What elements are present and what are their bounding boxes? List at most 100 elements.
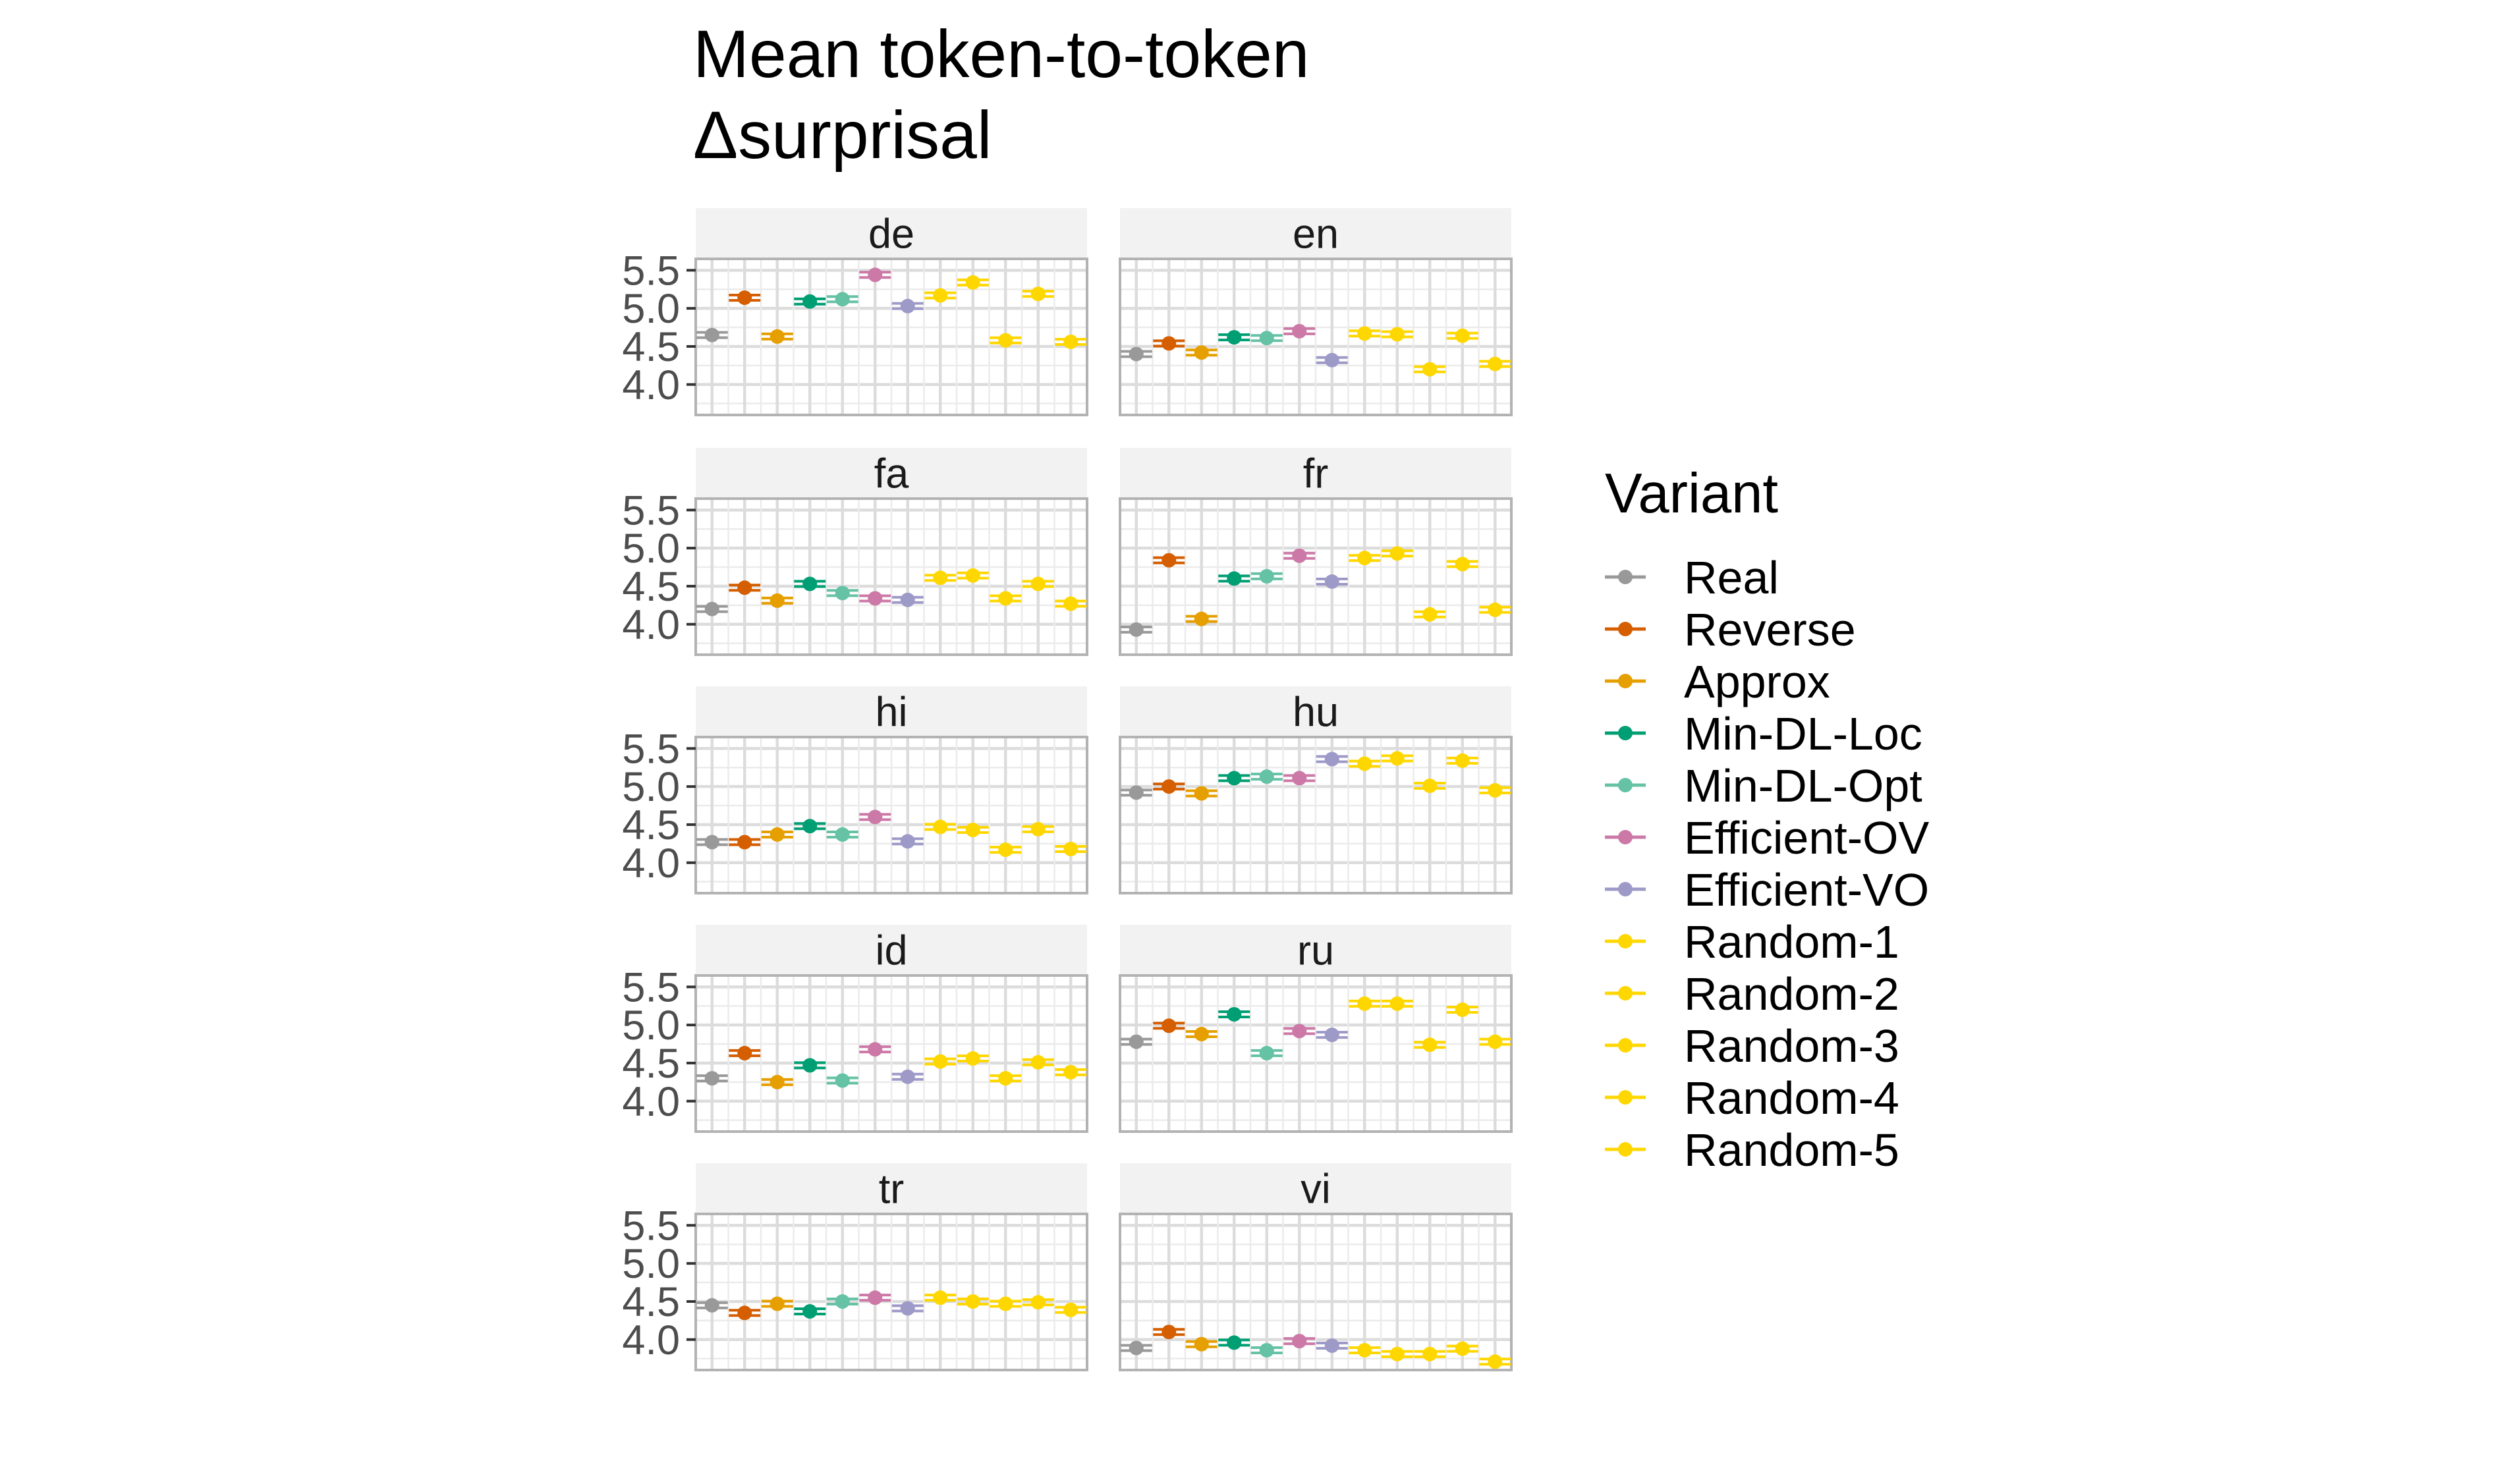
data-point-de-Min-DL-Loc <box>794 294 826 309</box>
panel-strip <box>1120 208 1511 259</box>
panel-strip-label: fa <box>874 451 910 497</box>
data-point-hu-Random-4 <box>1446 753 1478 768</box>
data-point-vi-Random-5 <box>1479 1354 1511 1369</box>
y-tick-label: 5.0 <box>622 1241 680 1287</box>
data-point-en-Reverse <box>1153 336 1185 351</box>
y-tick-label: 4.0 <box>622 1079 680 1125</box>
data-point-vi-Random-3 <box>1414 1346 1446 1361</box>
y-tick-label: 5.0 <box>622 526 680 572</box>
panel-strip-label: hi <box>875 690 907 736</box>
data-point-ru-Random-1 <box>1349 996 1381 1011</box>
data-point-en-Min-DL-Opt <box>1250 331 1283 346</box>
data-point-id-Efficient-VO <box>891 1069 924 1084</box>
y-tick-label: 4.5 <box>622 1041 680 1087</box>
data-point-fr-Approx <box>1185 611 1218 626</box>
data-point-hu-Efficient-VO <box>1316 752 1348 767</box>
data-point-id-Random-3 <box>990 1071 1022 1086</box>
legend-key-point <box>1618 986 1633 1001</box>
data-point-id-Random-5 <box>1055 1064 1087 1080</box>
data-point-fr-Min-DL-Opt <box>1250 568 1283 584</box>
data-point-fa-Real <box>696 601 728 617</box>
y-tick-label: 4.5 <box>622 1279 680 1325</box>
legend-label: Min-DL-Loc <box>1684 708 1922 759</box>
data-point-hu-Real <box>1120 785 1152 800</box>
legend-entry-Reverse: Reverse <box>1605 604 1856 655</box>
data-point-de-Efficient-VO <box>891 298 924 314</box>
y-tick-label: 5.0 <box>622 286 680 332</box>
panel-fa: fa 4.04.55.05.5 <box>622 448 1088 656</box>
y-tick-label: 4.5 <box>622 324 680 370</box>
data-point-vi-Random-4 <box>1446 1341 1478 1356</box>
y-tick-label: 5.5 <box>622 487 680 534</box>
data-point-de-Random-3 <box>990 333 1022 348</box>
data-point-en-Random-4 <box>1446 328 1478 343</box>
data-point-en-Random-3 <box>1414 362 1446 377</box>
panel-strip <box>696 1163 1087 1214</box>
legend-label: Efficient-OV <box>1684 812 1929 864</box>
chart-title-line-2: Δsurprisal <box>693 97 992 173</box>
panel-strip-label: en <box>1293 211 1339 258</box>
panel-strip-label: de <box>868 211 914 258</box>
data-point-ru-Reverse <box>1153 1018 1185 1033</box>
y-tick-label: 4.0 <box>622 362 680 408</box>
data-point-hu-Random-3 <box>1414 778 1446 793</box>
legend-label: Random-2 <box>1684 968 1899 1020</box>
legend-label: Random-3 <box>1684 1020 1899 1072</box>
data-point-id-Real <box>696 1071 728 1086</box>
data-point-ru-Min-DL-Loc <box>1218 1006 1250 1022</box>
panel-strip <box>696 925 1087 975</box>
data-point-hu-Random-5 <box>1479 782 1511 798</box>
data-point-tr-Random-2 <box>957 1294 989 1309</box>
panel-border <box>694 497 1088 656</box>
data-point-fr-Random-2 <box>1381 546 1413 561</box>
panel-ru: ru <box>1119 925 1513 1133</box>
legend-key-point <box>1618 1142 1633 1157</box>
data-point-hi-Real <box>696 835 728 850</box>
data-point-de-Min-DL-Opt <box>826 292 858 307</box>
legend-label: Real <box>1684 552 1779 603</box>
panel-strip-label: hu <box>1293 690 1339 736</box>
panel-border <box>694 1213 1088 1371</box>
data-point-id-Approx <box>761 1074 793 1089</box>
data-point-vi-Approx <box>1185 1336 1218 1352</box>
panel-fr: fr <box>1119 448 1513 656</box>
data-point-tr-Efficient-OV <box>859 1290 891 1305</box>
legend-entry-Random-1: Random-1 <box>1605 916 1899 968</box>
panel-strip <box>1120 686 1511 737</box>
data-point-fa-Min-DL-Loc <box>794 576 826 591</box>
y-tick-label: 4.0 <box>622 1317 680 1363</box>
data-point-hi-Efficient-OV <box>859 810 891 825</box>
data-point-fa-Approx <box>761 593 793 608</box>
data-point-tr-Reverse <box>729 1305 761 1321</box>
data-point-en-Approx <box>1185 345 1218 360</box>
data-point-hi-Approx <box>761 827 793 842</box>
panel-hu: hu <box>1119 686 1513 894</box>
panel-vi: vi <box>1119 1163 1513 1371</box>
data-point-hu-Random-1 <box>1349 756 1381 771</box>
data-point-fa-Random-2 <box>957 568 989 583</box>
panel-strip-label: ru <box>1297 928 1334 974</box>
data-point-hi-Min-DL-Loc <box>794 819 826 834</box>
data-point-tr-Min-DL-Opt <box>826 1294 858 1309</box>
data-point-fr-Real <box>1120 622 1152 637</box>
y-tick-label: 4.5 <box>622 564 680 610</box>
data-point-tr-Random-4 <box>1022 1295 1054 1310</box>
data-point-en-Efficient-OV <box>1283 323 1316 339</box>
legend-entry-Efficient-OV: Efficient-OV <box>1605 812 1929 864</box>
data-point-fa-Efficient-OV <box>859 591 891 606</box>
legend-key-point <box>1618 570 1633 584</box>
data-point-fa-Efficient-VO <box>891 592 924 607</box>
data-point-fr-Reverse <box>1153 553 1185 568</box>
legend-entry-Random-4: Random-4 <box>1605 1072 1899 1124</box>
y-tick-label: 5.5 <box>622 726 680 772</box>
data-point-id-Min-DL-Opt <box>826 1073 858 1088</box>
data-point-fr-Efficient-OV <box>1283 548 1316 563</box>
data-point-ru-Real <box>1120 1034 1152 1049</box>
data-point-vi-Random-2 <box>1381 1346 1413 1361</box>
data-point-de-Real <box>696 327 728 343</box>
legend-entry-Min-DL-Loc: Min-DL-Loc <box>1605 708 1922 759</box>
data-point-vi-Real <box>1120 1340 1152 1356</box>
data-point-tr-Random-5 <box>1055 1302 1087 1317</box>
chart-title: Mean token-to-token Δsurprisal <box>693 16 1310 173</box>
legend-entry-Approx: Approx <box>1605 656 1830 707</box>
